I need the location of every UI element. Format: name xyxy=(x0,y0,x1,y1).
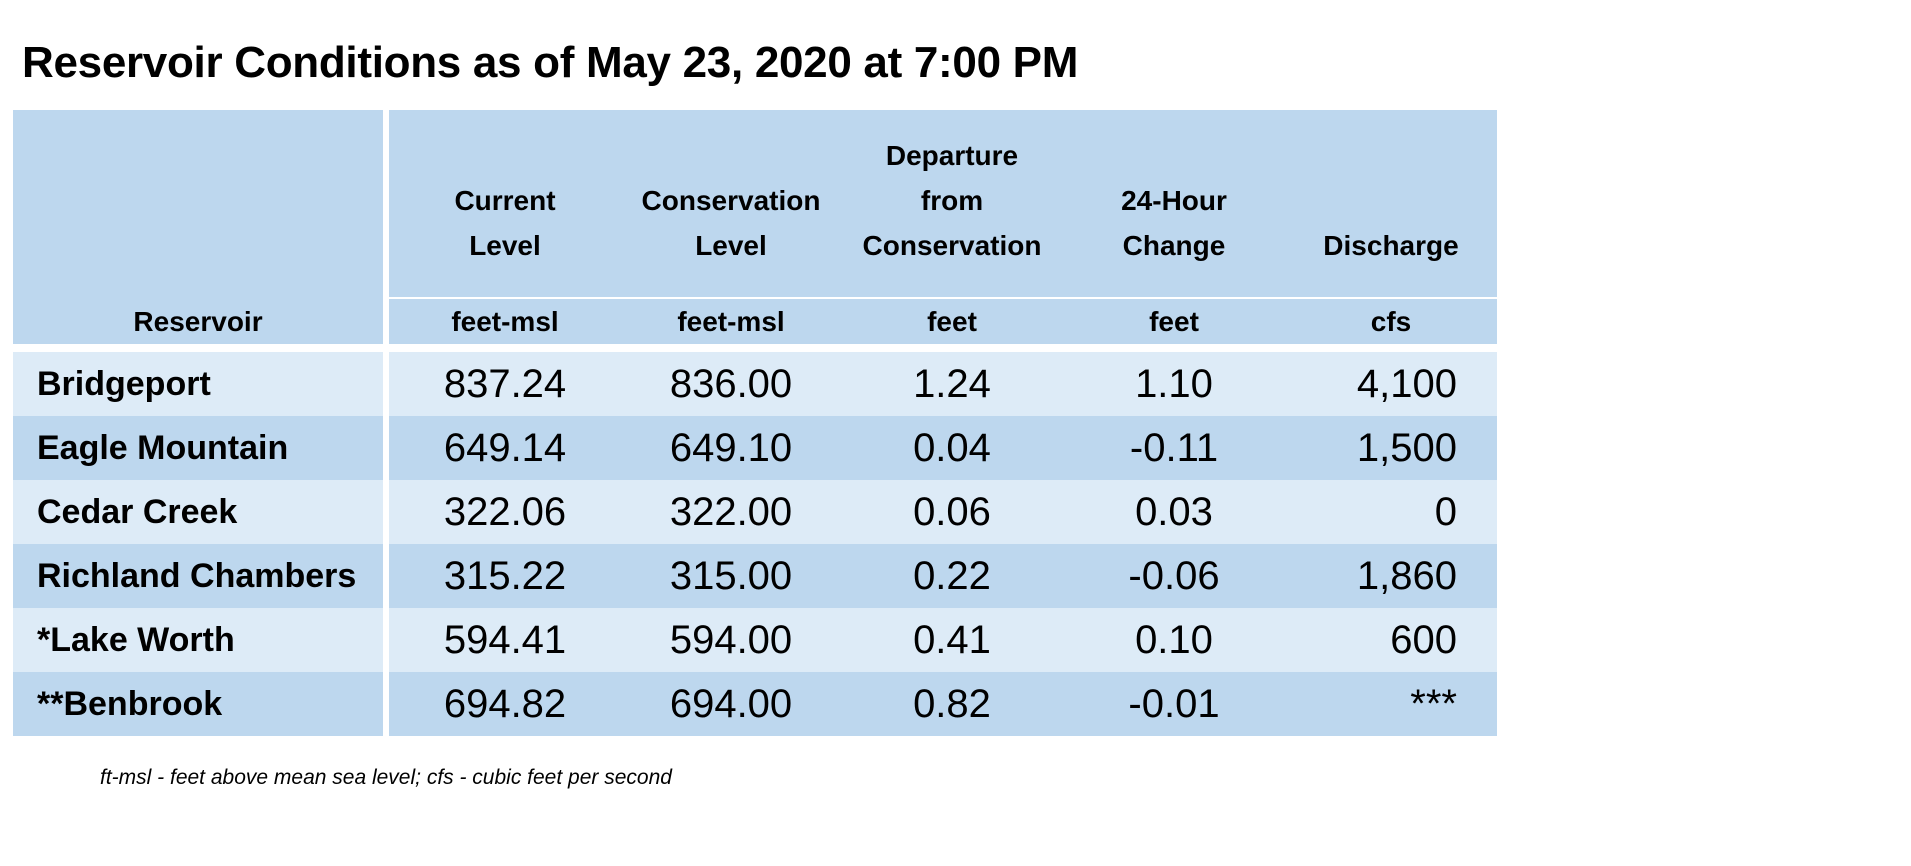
page-title: Reservoir Conditions as of May 23, 2020 … xyxy=(22,38,1079,87)
column-divider xyxy=(383,608,389,672)
reservoir-name: Eagle Mountain xyxy=(37,429,289,467)
table-row: Eagle Mountain 649.14 649.10 0.04 -0.11 … xyxy=(13,416,1497,480)
unit-departure: feet xyxy=(927,306,977,337)
current-level-value: 322.06 xyxy=(443,490,567,534)
current-level-value: 837.24 xyxy=(443,362,567,406)
change-value: -0.01 xyxy=(1128,682,1220,726)
unit-24-hour-change: feet xyxy=(1149,306,1199,337)
change-value: 0.03 xyxy=(1135,490,1213,534)
change-value: 0.10 xyxy=(1135,618,1213,662)
discharge-value: 600 xyxy=(1390,618,1457,662)
header-reservoir: Reservoir xyxy=(133,306,263,337)
reservoir-name: Bridgeport xyxy=(37,365,211,403)
unit-current-level: feet-msl xyxy=(451,306,559,337)
current-level-value: 694.82 xyxy=(443,682,567,726)
header-conservation-level: Conservation Level xyxy=(641,185,821,261)
conservation-level-value: 836.00 xyxy=(669,362,793,406)
column-divider xyxy=(383,110,389,344)
table-row: Bridgeport 837.24 836.00 1.24 1.10 4,100 xyxy=(13,352,1497,416)
column-divider xyxy=(383,544,389,608)
header-24-hour-change: 24-Hour Change xyxy=(1121,185,1227,261)
table-header: Reservoir Current Level feet-msl Conserv… xyxy=(13,110,1497,344)
conservation-level-value: 694.00 xyxy=(669,682,793,726)
table-row: Richland Chambers 315.22 315.00 0.22 -0.… xyxy=(13,544,1497,608)
change-value: -0.11 xyxy=(1129,426,1219,470)
unit-row-divider xyxy=(389,297,1497,299)
discharge-value: 0 xyxy=(1434,490,1457,534)
column-divider xyxy=(383,416,389,480)
departure-value: 0.22 xyxy=(913,554,991,598)
column-divider xyxy=(383,672,389,736)
reservoir-name: *Lake Worth xyxy=(37,621,235,659)
current-level-value: 649.14 xyxy=(443,426,567,470)
header-discharge: Discharge xyxy=(1323,230,1459,261)
departure-value: 0.41 xyxy=(913,618,991,662)
discharge-value: *** xyxy=(1410,682,1457,726)
current-level-value: 594.41 xyxy=(443,618,567,662)
table-row: Cedar Creek 322.06 322.00 0.06 0.03 0 xyxy=(13,480,1497,544)
change-value: 1.10 xyxy=(1135,362,1213,406)
reservoir-name: Cedar Creek xyxy=(37,493,238,531)
departure-value: 1.24 xyxy=(913,362,991,406)
conservation-level-value: 315.00 xyxy=(669,554,793,598)
reservoir-table: Reservoir Current Level feet-msl Conserv… xyxy=(13,110,1497,736)
unit-conservation-level: feet-msl xyxy=(677,306,785,337)
header-current-level: Current Level xyxy=(454,185,556,261)
conservation-level-value: 649.10 xyxy=(669,426,793,470)
unit-discharge: cfs xyxy=(1370,306,1412,337)
conservation-level-value: 322.00 xyxy=(669,490,793,534)
departure-value: 0.82 xyxy=(913,682,991,726)
table-row: **Benbrook 694.82 694.00 0.82 -0.01 *** xyxy=(13,672,1497,736)
discharge-value: 1,860 xyxy=(1356,554,1457,598)
reservoir-name: Richland Chambers xyxy=(37,557,357,595)
discharge-value: 1,500 xyxy=(1356,426,1457,470)
departure-value: 0.04 xyxy=(913,426,991,470)
table-row: *Lake Worth 594.41 594.00 0.41 0.10 600 xyxy=(13,608,1497,672)
header-departure: Departure from Conservation xyxy=(862,140,1042,261)
column-divider xyxy=(383,480,389,544)
conservation-level-value: 594.00 xyxy=(669,618,793,662)
footnote: ft-msl - feet above mean sea level; cfs … xyxy=(100,766,672,789)
column-divider xyxy=(383,352,389,416)
departure-value: 0.06 xyxy=(913,490,991,534)
discharge-value: 4,100 xyxy=(1356,362,1457,406)
change-value: -0.06 xyxy=(1128,554,1220,598)
current-level-value: 315.22 xyxy=(443,554,567,598)
header-gap xyxy=(13,344,1497,352)
reservoir-name: **Benbrook xyxy=(37,685,223,723)
